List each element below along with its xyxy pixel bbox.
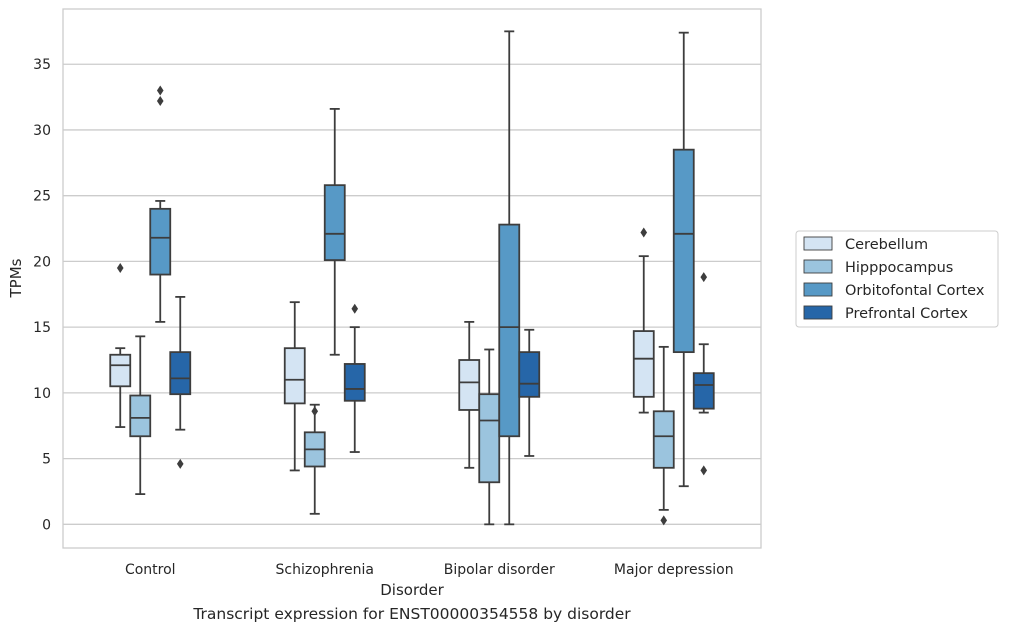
box-series (109, 30, 715, 526)
y-tick-label-5: 5 (42, 452, 51, 468)
box-1-3 (652, 345, 675, 526)
series-1 (129, 335, 675, 526)
box-1-2 (478, 348, 501, 526)
plot-frame (62, 8, 762, 549)
x-axis-label: Disorder (380, 581, 444, 599)
outlier-point-0 (311, 406, 319, 417)
figure-caption: Transcript expression for ENST0000035455… (193, 605, 631, 623)
legend-swatch-3 (803, 305, 833, 320)
box-2-0 (149, 85, 172, 323)
legend-label-3: Prefrontal Cortex (845, 306, 968, 322)
box-rect (129, 394, 152, 438)
legend-items: Cerebellum Hipppocampus Orbitofontal Corte… (803, 236, 985, 322)
legend-label-0: Cerebellum (845, 237, 928, 253)
box-rect (283, 347, 306, 405)
series-0 (109, 227, 655, 472)
box-0-0 (109, 262, 132, 428)
legend-label-1: Hipppocampus (845, 260, 953, 276)
y-axis-label: TPMs (7, 258, 25, 298)
y-tick-label-35: 35 (33, 57, 51, 73)
y-tick-label-15: 15 (33, 320, 51, 336)
legend: Cerebellum Hipppocampus Orbitofontal Corte… (795, 230, 999, 328)
legend-swatch-2 (803, 282, 833, 297)
box-2-2 (498, 30, 521, 526)
outlier-point-0 (640, 227, 648, 238)
x-tick-labels: Control Schizophrenia Bipolar disorder Majo… (125, 562, 734, 578)
box-rect (498, 223, 521, 438)
box-rect (518, 351, 541, 398)
y-tick-label-30: 30 (33, 123, 51, 139)
y-tick-label-0: 0 (42, 517, 51, 533)
box-rect (692, 372, 715, 410)
y-tick-label-10: 10 (33, 386, 51, 402)
box-1-0 (129, 335, 152, 496)
box-rect (323, 184, 346, 261)
x-tick-label-0: Control (125, 562, 176, 578)
box-rect (672, 148, 695, 354)
box-rect (109, 353, 132, 388)
outlier-point-0 (351, 303, 359, 314)
outlier-point-0 (176, 458, 184, 469)
legend-frame (795, 230, 999, 328)
box-3-0 (169, 296, 192, 469)
x-tick-label-3: Major depression (614, 562, 734, 578)
legend-label-2: Orbitofontal Cortex (845, 283, 985, 299)
box-0-1 (283, 301, 306, 472)
box-1-1 (303, 403, 326, 515)
y-tick-label-25: 25 (33, 189, 51, 205)
outlier-point-1 (156, 85, 164, 96)
box-2-3 (672, 31, 695, 488)
legend-swatch-1 (803, 259, 833, 274)
box-rect (458, 359, 481, 411)
legend-swatch-0 (803, 236, 833, 251)
outlier-point-1 (700, 272, 708, 283)
x-tick-label-2: Bipolar disorder (444, 562, 555, 578)
series-3 (169, 272, 715, 476)
box-3-1 (343, 303, 366, 453)
box-rect (632, 330, 655, 398)
box-rect (343, 363, 366, 402)
box-3-2 (518, 328, 541, 457)
outlier-point-0 (660, 515, 668, 526)
outlier-point-0 (116, 262, 124, 273)
box-2-1 (323, 108, 346, 356)
y-tick-labels: 0 5 10 15 20 25 30 35 (33, 57, 51, 533)
box-rect (149, 207, 172, 276)
box-0-2 (458, 320, 481, 469)
outlier-point-0 (156, 96, 164, 107)
box-3-3 (692, 272, 715, 476)
box-0-3 (632, 227, 655, 414)
series-2 (149, 30, 695, 526)
outlier-point-0 (700, 465, 708, 476)
box-rect (478, 393, 501, 484)
y-tick-label-20: 20 (33, 254, 51, 270)
box-rect (169, 351, 192, 396)
box-rect (652, 410, 675, 469)
x-tick-label-1: Schizophrenia (276, 562, 374, 578)
